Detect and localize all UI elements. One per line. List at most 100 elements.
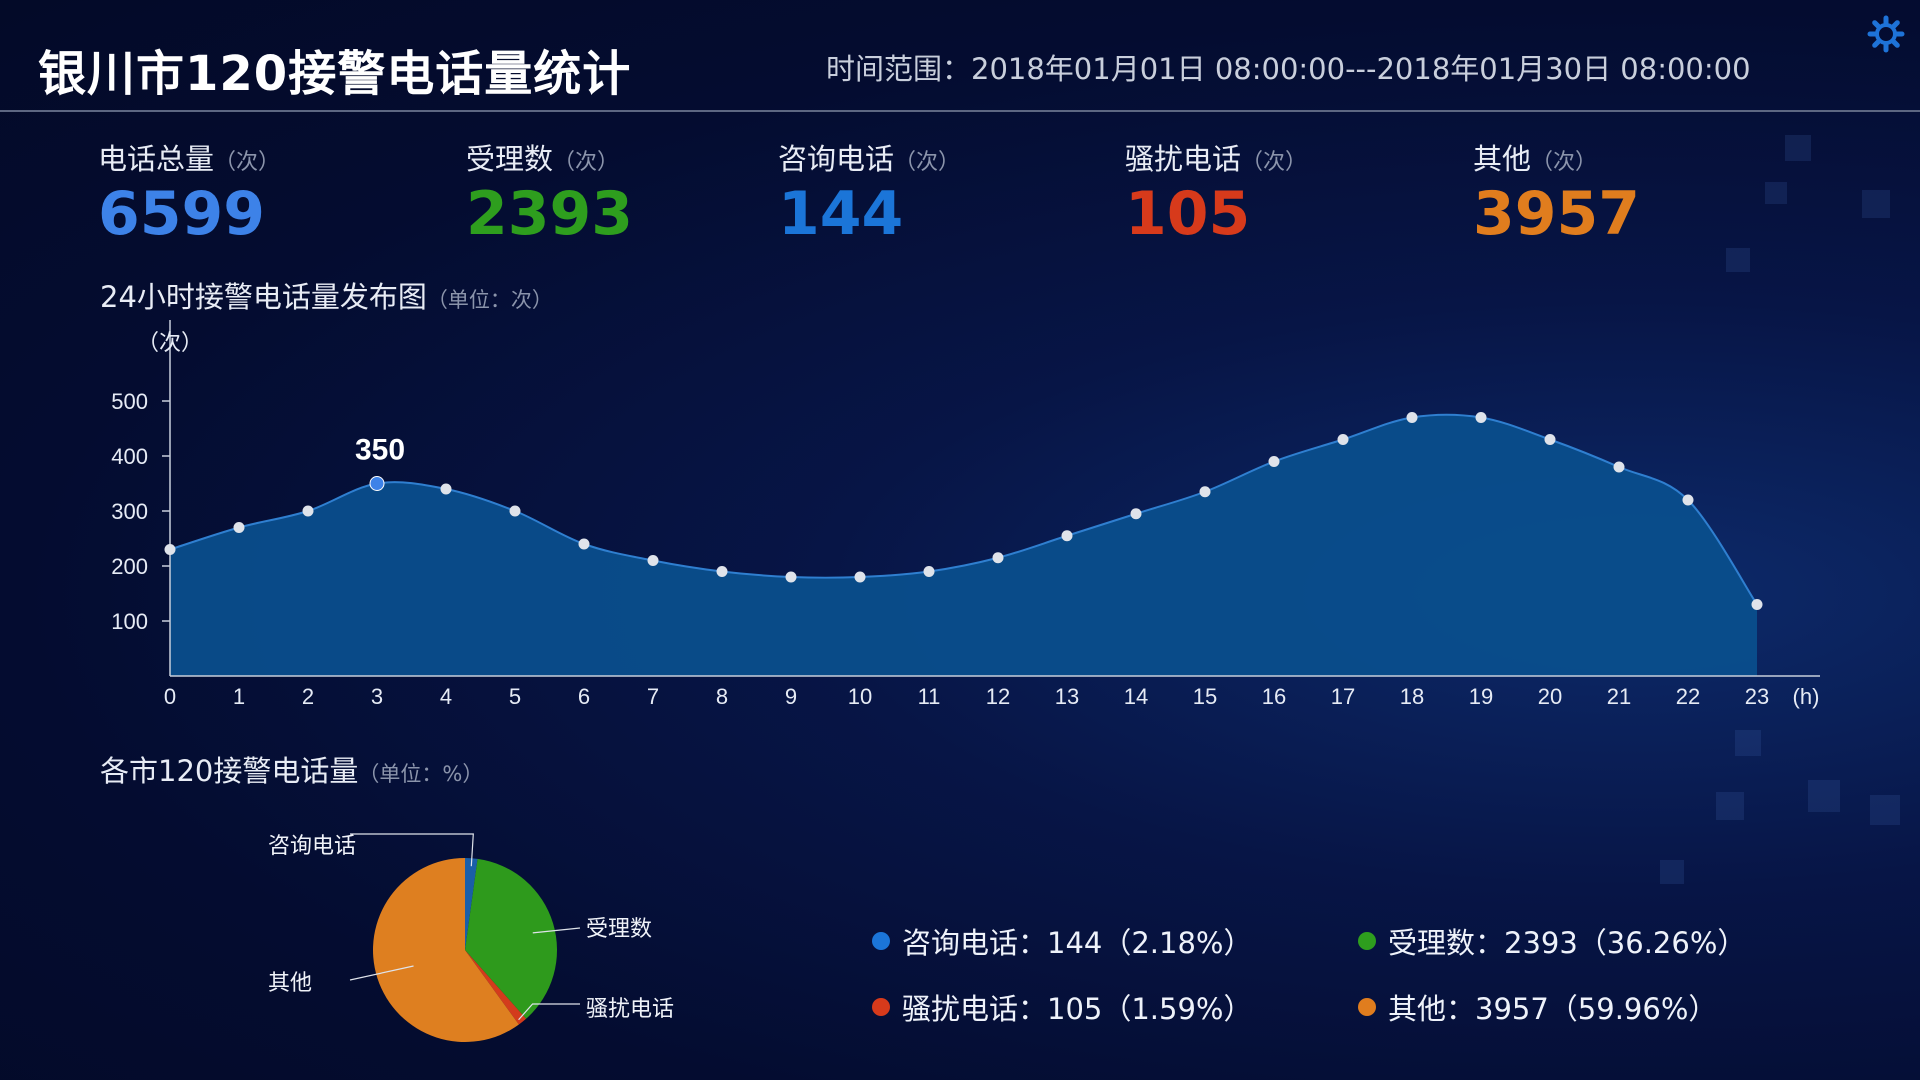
legend-item-consult: 咨询电话：144（2.18%） [872, 920, 1252, 962]
y-axis-label: （次） [137, 331, 203, 356]
stat-value: 3957 [1473, 179, 1640, 249]
slice-label: 其他 [268, 971, 312, 996]
x-tick-label: 18 [1400, 684, 1424, 709]
decoration [1716, 792, 1744, 820]
data-point [992, 552, 1004, 564]
stat-unit: （次） [553, 150, 620, 175]
y-tick-label: 500 [111, 389, 148, 414]
data-point [1475, 412, 1487, 423]
data-point [1199, 486, 1211, 498]
leader-line [349, 965, 414, 981]
stat-label: 其他（次） [1473, 136, 1640, 178]
x-tick-label: 21 [1607, 684, 1631, 709]
stat-label: 骚扰电话（次） [1125, 136, 1307, 178]
stat-value: 6599 [98, 179, 265, 249]
area-fill [170, 414, 1757, 676]
data-point [647, 555, 659, 566]
x-tick-label: 0 [164, 684, 176, 709]
stat-value: 2393 [466, 179, 633, 249]
decoration [1808, 780, 1840, 812]
data-point [1130, 508, 1142, 520]
legend-text: 其他：3957（59.96%） [1388, 992, 1718, 1026]
time-range: 时间范围：2018年01月01日 08:00:00---2018年01月30日 … [826, 52, 1751, 86]
legend-text: 骚扰电话：105（1.59%） [902, 992, 1253, 1026]
data-point [1682, 494, 1694, 506]
data-point [302, 505, 314, 517]
data-point [369, 476, 385, 491]
header-divider [0, 110, 1920, 112]
data-point [1268, 456, 1280, 467]
data-point [716, 566, 728, 577]
pie-slice [465, 858, 478, 950]
stat-unit: （次） [894, 150, 961, 175]
leader-line [518, 1003, 580, 1021]
data-point [233, 522, 245, 533]
data-point [1337, 434, 1349, 445]
stat-value: 105 [1125, 179, 1251, 249]
legend-dot [1358, 932, 1376, 950]
stat-label: 咨询电话（次） [778, 136, 960, 178]
data-point [1751, 599, 1763, 610]
decoration [1660, 860, 1684, 884]
stat-total: 电话总量（次） 6599 [98, 136, 280, 246]
data-point [164, 544, 176, 555]
line-chart-title-text: 24小时接警电话量发布图 [100, 280, 427, 314]
data-point [509, 505, 521, 517]
x-tick-label: 16 [1262, 684, 1286, 709]
stat-other: 其他（次） 3957 [1473, 136, 1640, 246]
x-axis-label: (h) [1793, 684, 1820, 709]
data-label: 350 [355, 434, 405, 467]
stat-label-text: 骚扰电话 [1125, 142, 1242, 176]
data-point [1061, 530, 1073, 542]
pie-slice [373, 858, 519, 1042]
stat-label-text: 其他 [1473, 142, 1532, 176]
stat-unit: （次） [214, 150, 281, 175]
legend-item-accepted: 受理数：2393（36.26%） [1358, 920, 1746, 962]
y-tick-label: 300 [111, 499, 148, 524]
legend-item-other: 其他：3957（59.96%） [1358, 986, 1717, 1028]
pie-chart-title: 各市120接警电话量（单位：%） [100, 748, 483, 790]
data-point [1406, 412, 1418, 423]
stat-accepted: 受理数（次） 2393 [466, 136, 633, 246]
stat-label: 受理数（次） [466, 136, 633, 178]
x-tick-label: 8 [716, 684, 728, 709]
gear-icon[interactable] [1866, 14, 1906, 54]
x-tick-label: 3 [371, 684, 383, 709]
data-point [923, 566, 935, 577]
decoration [1765, 182, 1787, 204]
stat-unit: （次） [1531, 150, 1598, 175]
x-tick-label: 17 [1331, 684, 1355, 709]
legend-dot [1358, 998, 1376, 1016]
decoration [1735, 730, 1761, 756]
stat-label: 电话总量（次） [98, 136, 280, 178]
x-tick-label: 20 [1538, 684, 1562, 709]
page-title: 银川市120接警电话量统计 [38, 46, 632, 102]
x-tick-label: 1 [233, 684, 245, 709]
data-point [1613, 461, 1625, 473]
x-tick-label: 19 [1469, 684, 1493, 709]
stat-harass: 骚扰电话（次） 105 [1125, 136, 1307, 246]
decoration [1726, 248, 1750, 272]
decoration [1862, 190, 1890, 218]
x-tick-label: 2 [302, 684, 314, 709]
legend-text: 受理数：2393（36.26%） [1388, 926, 1747, 960]
x-tick-label: 9 [785, 684, 797, 709]
stat-label-text: 受理数 [466, 142, 554, 176]
y-tick-label: 100 [111, 609, 148, 634]
x-tick-label: 5 [509, 684, 521, 709]
data-point [854, 571, 866, 583]
x-tick-label: 11 [918, 684, 941, 709]
pie-chart-unit: （单位：%） [358, 762, 484, 786]
x-tick-label: 22 [1676, 684, 1700, 709]
legend-dot [872, 932, 890, 950]
slice-label: 咨询电话 [268, 834, 356, 859]
stat-label-text: 电话总量 [98, 142, 215, 176]
stat-unit: （次） [1241, 150, 1308, 175]
decoration [1785, 135, 1811, 161]
y-tick-label: 200 [111, 554, 148, 579]
leader-line [350, 833, 474, 867]
y-tick-label: 400 [111, 444, 148, 469]
line-chart-title: 24小时接警电话量发布图（单位：次） [100, 274, 553, 316]
x-tick-label: 13 [1055, 684, 1079, 709]
